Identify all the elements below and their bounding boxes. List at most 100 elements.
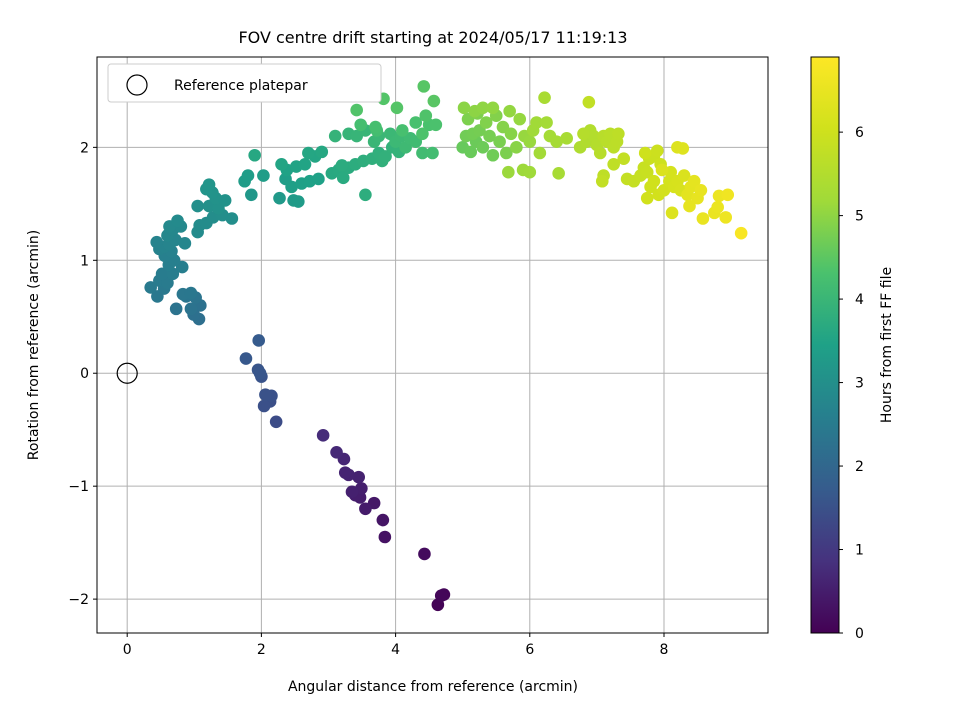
data-point <box>335 159 349 172</box>
colorbar-tick-label: 2 <box>855 459 864 475</box>
data-point <box>647 174 661 188</box>
data-point <box>345 485 359 499</box>
data-point <box>269 415 283 429</box>
data-point <box>457 101 471 115</box>
y-tick-label: 0 <box>80 366 89 382</box>
data-point <box>502 165 515 179</box>
data-point <box>241 169 255 182</box>
data-point <box>683 199 696 213</box>
data-point <box>617 152 631 165</box>
colorbar-gradient <box>810 56 840 634</box>
data-point <box>640 165 654 179</box>
legend-reference-marker <box>126 74 148 96</box>
colorbar-tick-label: 1 <box>855 543 864 559</box>
data-point <box>523 135 537 149</box>
data-point <box>312 172 325 186</box>
data-point <box>330 445 343 459</box>
data-point <box>376 513 390 527</box>
data-point <box>155 267 169 281</box>
data-point <box>416 146 429 160</box>
plot-area: 0 2 4 6 8 −2 −1 0 1 2 <box>68 56 769 658</box>
data-point <box>721 188 735 202</box>
x-axis-label: Angular distance from reference (arcmin) <box>288 679 578 695</box>
data-point <box>510 141 523 154</box>
data-point <box>500 146 513 160</box>
data-point <box>184 286 198 300</box>
data-point <box>169 302 183 316</box>
data-point <box>350 103 363 117</box>
y-tick-label: 1 <box>80 253 89 269</box>
colorbar-tick-label: 5 <box>855 209 864 225</box>
data-point <box>677 169 691 182</box>
data-point <box>285 180 298 194</box>
data-point <box>711 200 724 214</box>
data-point <box>253 366 267 380</box>
data-point <box>650 144 664 158</box>
colorbar-tick-label: 4 <box>855 292 864 308</box>
colorbar-label: Hours from first FF file <box>879 267 895 423</box>
y-tick-label: −1 <box>68 479 89 495</box>
data-point <box>734 226 748 240</box>
data-point <box>252 334 266 347</box>
data-point <box>292 195 305 208</box>
data-point <box>302 146 315 160</box>
plot-frame <box>96 56 769 634</box>
data-point <box>595 174 609 188</box>
y-tick-label: 2 <box>80 140 89 156</box>
data-point <box>191 199 204 213</box>
data-point <box>523 165 537 179</box>
x-tick-label: 8 <box>660 642 669 658</box>
data-point <box>550 135 563 149</box>
data-point <box>150 235 164 249</box>
data-point <box>390 101 404 115</box>
data-point <box>540 116 553 129</box>
data-point <box>275 157 288 171</box>
data-point <box>359 188 372 202</box>
data-point <box>640 191 654 205</box>
x-tick-label: 2 <box>257 642 266 658</box>
reference-platepar-marker <box>116 362 138 384</box>
data-point <box>178 237 192 250</box>
data-point <box>202 178 216 191</box>
data-point <box>316 429 330 442</box>
data-point <box>359 502 372 516</box>
data-point <box>218 194 232 207</box>
data-point <box>434 589 448 603</box>
data-point <box>426 146 439 160</box>
data-point <box>257 169 270 182</box>
legend-box <box>107 63 382 103</box>
data-point <box>239 352 253 365</box>
data-point <box>612 127 625 141</box>
data-point <box>476 101 490 115</box>
plot-background <box>97 57 768 633</box>
data-point <box>493 135 506 149</box>
colorbar-tick-label: 3 <box>855 376 864 392</box>
data-point <box>533 146 547 160</box>
data-point <box>687 174 701 188</box>
data-point <box>694 183 708 197</box>
data-point <box>503 104 516 118</box>
data-point <box>427 94 441 108</box>
legend-entry-reference: Reference platepar <box>174 78 308 94</box>
data-point <box>464 145 478 159</box>
data-point <box>577 127 590 141</box>
data-point <box>719 211 733 224</box>
data-point <box>552 167 565 180</box>
data-point <box>379 150 392 163</box>
data-point <box>336 171 350 185</box>
data-points <box>144 80 748 612</box>
data-point <box>352 470 365 484</box>
data-point <box>354 118 368 132</box>
data-point <box>513 112 527 126</box>
data-point <box>378 530 392 544</box>
data-point <box>417 80 431 93</box>
y-tick-label: −2 <box>68 592 89 608</box>
data-point <box>538 91 551 104</box>
data-point <box>696 212 710 225</box>
colorbar-tick-label: 6 <box>855 125 864 141</box>
x-tick-label: 0 <box>123 642 132 658</box>
x-axis-ticks: 0 2 4 6 8 <box>123 633 669 658</box>
data-point <box>315 145 329 159</box>
data-point <box>396 124 409 137</box>
